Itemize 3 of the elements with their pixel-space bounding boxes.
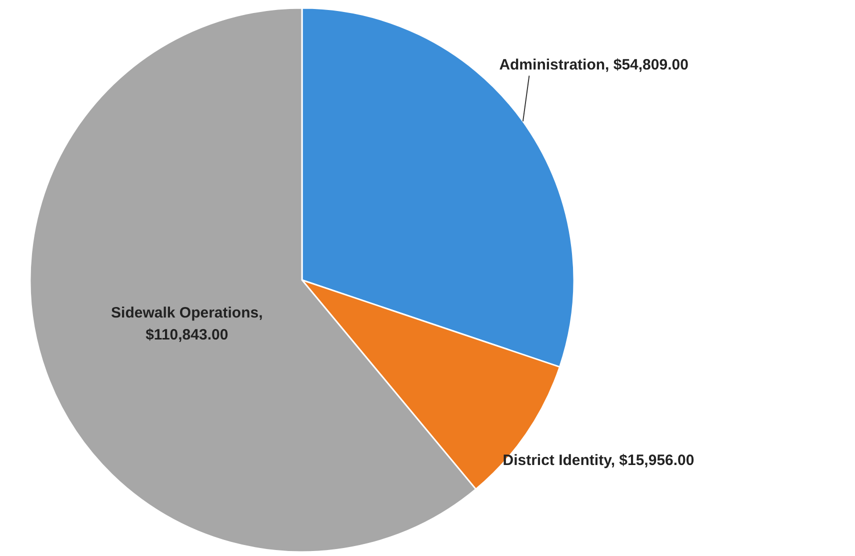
slice-label: Administration, $54,809.00 [499,56,688,74]
slice-label: District Identity, $15,956.00 [502,452,694,470]
slice-label: Sidewalk Operations, $110,843.00 [111,304,263,344]
